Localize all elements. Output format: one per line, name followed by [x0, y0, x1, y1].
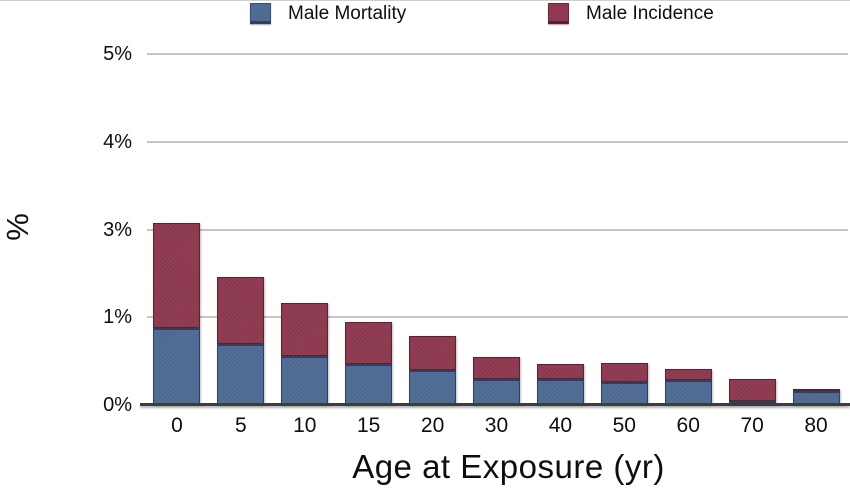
x-tick-label-80: 80 — [804, 414, 828, 437]
x-tick-label-50: 50 — [612, 414, 636, 437]
y-tick-label-0%: 0% — [103, 394, 132, 416]
stacked-bar-age-50 — [600, 362, 648, 405]
plot-area — [140, 53, 850, 406]
stacked-bar-age-20 — [409, 335, 457, 405]
bar-slot-age-40 — [528, 54, 592, 405]
bar-slot-age-10 — [273, 54, 337, 405]
legend-label-male-mortality: Male Mortality — [288, 3, 407, 24]
male-mortality-segment-age-50 — [600, 382, 648, 405]
y-tick-label-3%: 3% — [103, 218, 132, 241]
stacked-bar-age-70 — [728, 378, 776, 405]
male-mortality-segment-age-10 — [281, 355, 329, 405]
x-tick-label-20: 20 — [420, 414, 445, 437]
male-mortality-segment-age-30 — [472, 378, 520, 405]
bar-slot-age-70 — [720, 54, 784, 405]
bar-slot-age-50 — [592, 54, 656, 405]
x-tick-label-5: 5 — [235, 414, 247, 437]
x-tick-label-60: 60 — [676, 414, 700, 437]
x-tick-label-10: 10 — [293, 414, 317, 437]
x-tick-label-30: 30 — [484, 414, 509, 437]
male-incidence-segment-age-5 — [217, 276, 265, 345]
gridline-4% — [147, 140, 848, 143]
bar-slot-age-20 — [401, 54, 465, 405]
male-incidence-segment-age-20 — [409, 335, 457, 370]
bar-slot-age-30 — [465, 54, 529, 405]
male-incidence-segment-age-50 — [600, 362, 648, 383]
gridline-5% — [147, 53, 848, 55]
x-axis-line — [140, 403, 850, 406]
bar-slot-age-0 — [145, 54, 209, 405]
gridline-1% — [147, 316, 848, 319]
stacked-bar-age-10 — [281, 303, 329, 405]
bar-slot-age-80 — [784, 54, 848, 405]
bar-slot-age-5 — [209, 54, 273, 405]
male-incidence-segment-age-60 — [664, 369, 712, 381]
male-incidence-segment-age-10 — [281, 303, 329, 356]
male-incidence-segment-age-70 — [728, 378, 776, 401]
legend-swatch-male-mortality — [250, 3, 271, 24]
male-incidence-segment-age-40 — [536, 363, 584, 379]
male-mortality-segment-age-5 — [217, 344, 265, 405]
bar-slot-age-60 — [656, 54, 720, 405]
x-tick-label-40: 40 — [548, 414, 573, 437]
male-incidence-segment-age-30 — [472, 356, 520, 379]
stacked-bar-age-5 — [217, 276, 265, 405]
legend-label-male-incidence: Male Incidence — [586, 3, 714, 24]
bar-slot-age-15 — [337, 54, 401, 405]
stacked-bar-age-60 — [664, 369, 712, 405]
male-mortality-segment-age-15 — [345, 363, 393, 405]
x-axis-title: Age at Exposure (yr) — [352, 448, 665, 485]
stacked-bar-age-0 — [153, 223, 201, 405]
male-mortality-segment-age-40 — [536, 378, 584, 405]
stacked-bar-age-40 — [536, 363, 584, 405]
gridline-3% — [147, 228, 848, 231]
male-mortality-segment-age-0 — [153, 327, 201, 405]
male-incidence-segment-age-0 — [153, 223, 201, 328]
x-tick-label-70: 70 — [740, 414, 764, 437]
legend-item-male-mortality: Male Mortality — [250, 2, 406, 25]
male-incidence-segment-age-15 — [345, 321, 393, 364]
legend-item-male-incidence: Male Incidence — [548, 2, 714, 25]
male-mortality-segment-age-60 — [664, 380, 712, 405]
male-mortality-segment-age-20 — [409, 369, 457, 405]
stacked-bar-age-15 — [345, 321, 393, 405]
x-tick-label-15: 15 — [356, 414, 381, 437]
legend-swatch-male-incidence — [548, 3, 569, 24]
y-tick-label-4%: 4% — [103, 130, 132, 153]
stacked-bar-age-30 — [472, 356, 520, 405]
x-tick-label-0: 0 — [171, 414, 183, 437]
male-incidence-segment-age-80 — [792, 388, 840, 391]
y-tick-label-5%: 5% — [103, 43, 132, 65]
y-tick-label-1%: 1% — [103, 306, 132, 329]
